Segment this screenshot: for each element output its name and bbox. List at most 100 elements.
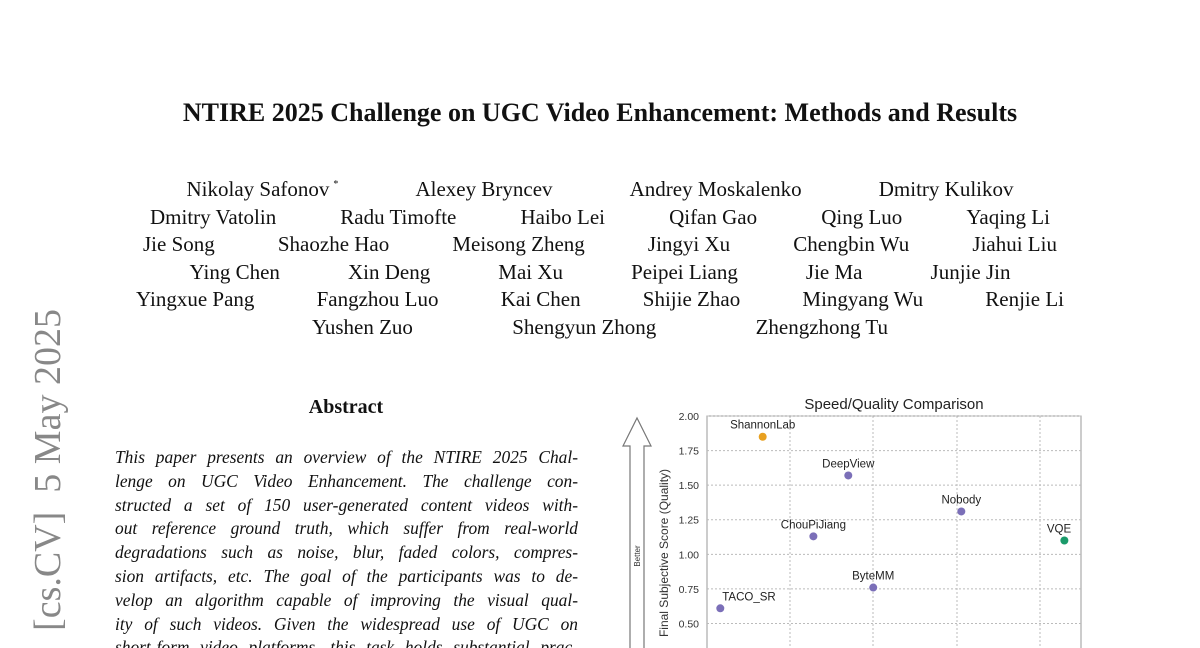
y-tick-label: 1.25: [679, 515, 700, 527]
chart-title: Speed/Quality Comparison: [804, 396, 983, 413]
point-label: ShannonLab: [730, 420, 795, 432]
author-name: Xin Deng: [347, 259, 431, 284]
author: Yaqing Li: [966, 205, 1050, 230]
author: Jie Ma: [806, 260, 863, 285]
affiliation-marker: *: [333, 179, 339, 190]
author-name: Chengbin Wu: [793, 232, 910, 256]
y-tick-label: 1.50: [679, 480, 700, 492]
data-point: [1060, 536, 1069, 545]
author-name: Jie Song: [143, 232, 215, 256]
author-name: Nikolay Safonov: [186, 177, 330, 201]
arrow-label: Better: [633, 545, 642, 567]
x-grid: [789, 416, 1041, 648]
author: Ying Chen: [190, 260, 280, 285]
author-name: Jiahui Liu: [972, 232, 1057, 256]
author-name: Junjie Jin: [930, 259, 1011, 284]
abstract-line: structed a set of 150 user-generated con…: [115, 494, 578, 515]
author-row: Nikolay Safonov * Alexey Bryncev Andrey Mos…: [187, 177, 1014, 202]
data-point: [758, 432, 767, 441]
author: Dmitry Kulikov: [879, 177, 1014, 202]
author: Jingyi Xu: [648, 232, 730, 257]
author-row: Yushen Zuo Shengyun Zhong Zhengzhong Tu: [312, 315, 888, 340]
author: Shaozhe Hao: [278, 232, 389, 257]
author-name: Ying Chen: [189, 259, 280, 284]
author-name: Shaozhe Hao: [277, 232, 390, 256]
abstract-text: This paper presents an overview of the N…: [115, 447, 578, 648]
plot-frame: [706, 415, 1082, 648]
author-row: Ying Chen Xin Deng Mai Xu Peipei Liang Jie M…: [190, 260, 1011, 285]
abstract-line: velop an algorithm capable of improving …: [115, 589, 578, 610]
author: Meisong Zheng: [452, 232, 584, 257]
author: Shijie Zhao: [643, 287, 740, 312]
paper-title: NTIRE 2025 Challenge on UGC Video Enhanc…: [182, 98, 1018, 127]
abstract-line: sion artifacts, etc. The goal of the par…: [115, 565, 578, 586]
author: Jie Song: [143, 232, 215, 257]
author: Junjie Jin: [931, 260, 1011, 285]
author: Peipei Liang: [631, 260, 738, 285]
arxiv-stamp: [cs.CV] 5 May 2025: [27, 309, 69, 631]
figure: Speed/Quality Comparison Final Subjective…: [622, 396, 1082, 648]
y-tick-label: 2.00: [679, 411, 700, 423]
author-name: Kai Chen: [500, 287, 581, 311]
author-name: Zhengzhong Tu: [755, 314, 888, 339]
y-tick-label: 0.75: [679, 584, 700, 596]
author: Zhengzhong Tu: [756, 315, 888, 340]
author: Kai Chen: [501, 287, 581, 312]
author-name: Peipei Liang: [631, 259, 738, 284]
author-name: Renjie Li: [985, 287, 1064, 311]
y-tick-label: 0.50: [679, 618, 700, 630]
author: Mingyang Wu: [802, 287, 923, 312]
author-name: Andrey Moskalenko: [629, 177, 802, 201]
author-name: Fangzhou Luo: [316, 287, 439, 311]
author: Haibo Lei: [520, 205, 605, 230]
author: Renjie Li: [985, 287, 1064, 312]
author: Alexey Bryncev: [415, 177, 552, 202]
author-name: Qing Luo: [821, 204, 903, 229]
point-label: TACO_SR: [722, 591, 775, 603]
author-name: Meisong Zheng: [452, 232, 585, 256]
abstract-heading: Abstract: [308, 396, 384, 418]
abstract-line: short-form video platforms, this task ho…: [115, 637, 578, 648]
author: Dmitry Vatolin: [150, 205, 276, 230]
author: Qifan Gao: [669, 205, 757, 230]
author-name: Yushen Zuo: [312, 314, 413, 339]
author-row: Dmitry Vatolin Radu Timofte Haibo Lei Qifan…: [150, 205, 1050, 230]
author: Radu Timofte: [340, 205, 456, 230]
author: Fangzhou Luo: [317, 287, 439, 312]
author-name: Jie Ma: [805, 259, 863, 284]
author: Xin Deng: [348, 260, 430, 285]
author-name: Mingyang Wu: [802, 287, 924, 311]
author-row: Yingxue Pang Fangzhou Luo Kai Chen Shijie Z…: [136, 287, 1064, 312]
point-label: ByteMM: [852, 571, 894, 583]
abstract-line: degradations such as noise, blur, faded …: [115, 542, 578, 563]
author-name: Yaqing Li: [966, 204, 1050, 229]
author-name: Jingyi Xu: [647, 232, 731, 256]
data-point: [809, 532, 818, 541]
author-name: Shengyun Zhong: [512, 314, 657, 339]
point-label: ChouPiJiang: [781, 519, 846, 531]
author-name: Mai Xu: [498, 259, 564, 284]
y-axis-label: Final Subjective Score (Quality): [657, 469, 671, 637]
point-label: DeepView: [822, 458, 875, 470]
author: Shengyun Zhong: [512, 315, 656, 340]
abstract-line: ity of such videos. Given the widespread…: [115, 613, 578, 634]
abstract-line: lenge on UGC Video Enhancement. The chal…: [115, 470, 578, 491]
author-row: Jie Song Shaozhe Hao Meisong Zheng Jingyi X…: [143, 232, 1057, 257]
data-point: [869, 583, 878, 592]
data-point: [844, 471, 853, 480]
author-name: Dmitry Vatolin: [150, 204, 277, 229]
author: Nikolay Safonov *: [187, 177, 339, 202]
better-arrow: [622, 416, 652, 648]
author: Yushen Zuo: [312, 315, 413, 340]
author: Qing Luo: [821, 205, 902, 230]
author: Mai Xu: [498, 260, 563, 285]
author-name: Qifan Gao: [669, 204, 758, 229]
author-name: Alexey Bryncev: [415, 177, 553, 201]
author-name: Radu Timofte: [340, 204, 457, 229]
author: Jiahui Liu: [972, 232, 1057, 257]
point-label: VQE: [1047, 523, 1072, 535]
data-point: [957, 507, 966, 516]
abstract-line: This paper presents an overview of the N…: [115, 447, 578, 467]
author: Andrey Moskalenko: [630, 177, 802, 202]
